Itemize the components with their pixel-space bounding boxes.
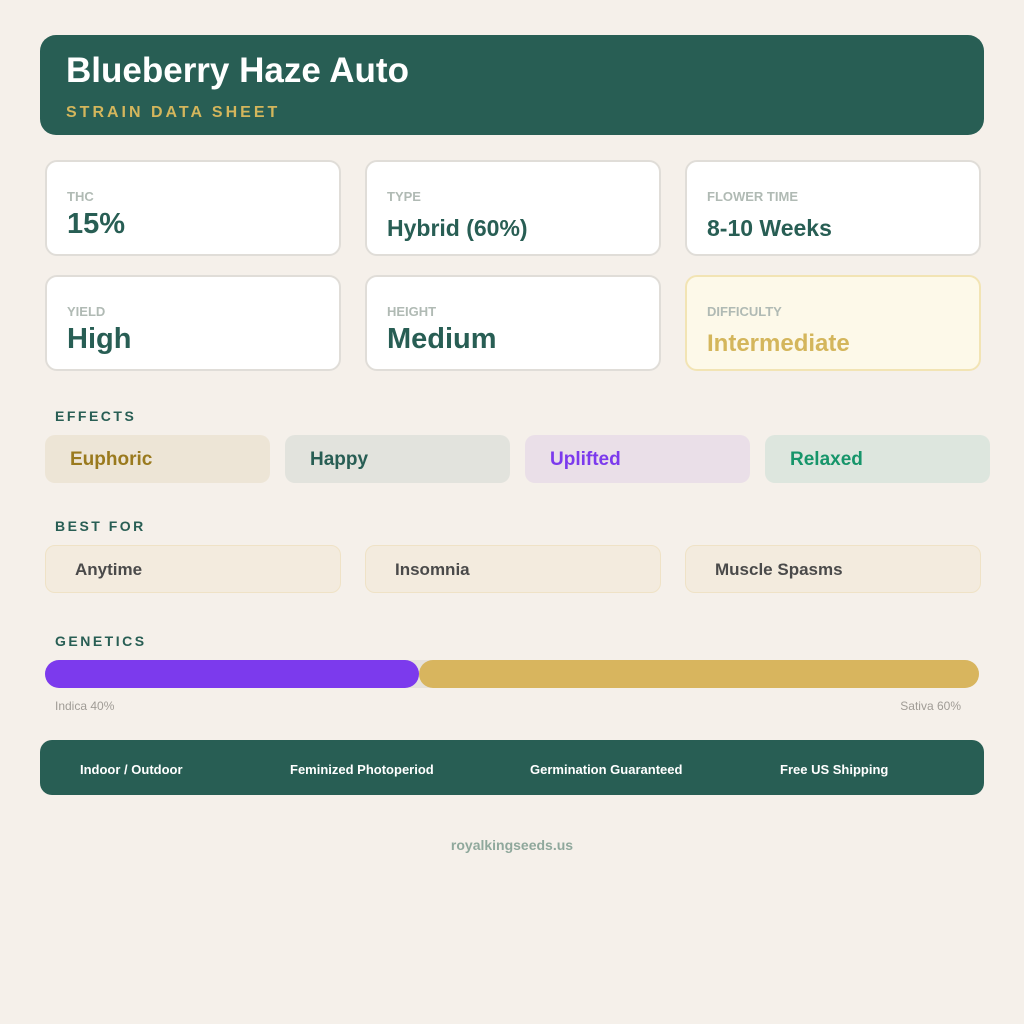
effect-pill: Relaxed bbox=[765, 435, 990, 483]
stat-label: THC bbox=[67, 189, 94, 204]
indica-segment bbox=[45, 660, 419, 688]
feature-item: Germination Guaranteed bbox=[530, 762, 683, 777]
page-title: Blueberry Haze Auto bbox=[66, 51, 409, 90]
stat-value: High bbox=[67, 323, 132, 355]
sativa-label: Sativa 60% bbox=[900, 699, 961, 713]
stat-card-flower-time: FLOWER TIME 8-10 Weeks bbox=[685, 160, 981, 256]
stat-label: HEIGHT bbox=[387, 304, 437, 319]
sativa-segment bbox=[418, 660, 979, 688]
stat-label: DIFFICULTY bbox=[707, 304, 782, 319]
stat-label: TYPE bbox=[387, 189, 421, 204]
stat-value: Hybrid (60%) bbox=[387, 215, 528, 241]
effect-pill: Happy bbox=[285, 435, 510, 483]
indica-label: Indica 40% bbox=[55, 699, 115, 713]
stat-value: 8-10 Weeks bbox=[707, 215, 832, 241]
stat-card-difficulty: DIFFICULTY Intermediate bbox=[685, 275, 981, 371]
best-for-heading: BEST FOR bbox=[55, 518, 146, 534]
genetics-heading: GENETICS bbox=[55, 633, 147, 649]
stat-label: FLOWER TIME bbox=[707, 189, 798, 204]
effect-pill: Euphoric bbox=[45, 435, 270, 483]
best-for-pill: Anytime bbox=[45, 545, 341, 593]
best-for-pill: Insomnia bbox=[365, 545, 661, 593]
stat-value: 15% bbox=[67, 208, 126, 240]
feature-item: Feminized Photoperiod bbox=[290, 762, 434, 777]
stat-card-type: TYPE Hybrid (60%) bbox=[365, 160, 661, 256]
header-banner: Blueberry Haze Auto STRAIN DATA SHEET bbox=[40, 35, 984, 135]
stat-label: YIELD bbox=[67, 304, 106, 319]
feature-banner: Indoor / Outdoor Feminized Photoperiod G… bbox=[40, 740, 984, 795]
site-link[interactable]: royalkingseeds.us bbox=[450, 837, 574, 853]
stat-card-yield: YIELD High bbox=[45, 275, 341, 371]
feature-item: Free US Shipping bbox=[780, 762, 889, 777]
stat-value: Medium bbox=[387, 323, 497, 355]
stat-card-thc: THC 15% bbox=[45, 160, 341, 256]
page-subtitle: STRAIN DATA SHEET bbox=[66, 104, 281, 121]
stat-value: Intermediate bbox=[707, 330, 850, 357]
best-for-pill: Muscle Spasms bbox=[685, 545, 981, 593]
effects-heading: EFFECTS bbox=[55, 408, 137, 424]
effect-pill: Uplifted bbox=[525, 435, 750, 483]
genetics-bar bbox=[45, 660, 979, 688]
feature-item: Indoor / Outdoor bbox=[80, 762, 183, 777]
stat-card-height: HEIGHT Medium bbox=[365, 275, 661, 371]
